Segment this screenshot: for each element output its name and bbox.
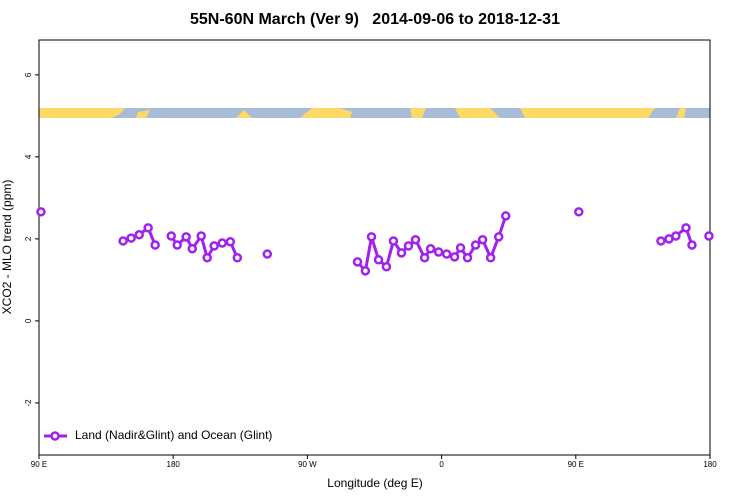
point [433, 247, 444, 257]
point [470, 240, 481, 250]
x-tick-label: 0 [439, 460, 444, 469]
point [396, 248, 407, 258]
plot-frame [38, 39, 711, 456]
point [373, 255, 384, 265]
chart-title: 55N-60N March (Ver 9) 2014-09-06 to 2018… [190, 11, 560, 28]
point [225, 237, 236, 247]
point [134, 230, 144, 240]
point [262, 249, 273, 259]
point [441, 249, 452, 259]
point [126, 233, 136, 243]
point [500, 211, 511, 221]
point [352, 257, 363, 267]
point [209, 241, 219, 251]
y-tick-label: 0 [24, 318, 33, 323]
point [202, 253, 212, 263]
point [381, 262, 392, 272]
point [687, 240, 697, 250]
point [150, 240, 160, 250]
point [449, 252, 460, 262]
y-tick-label: 4 [24, 154, 33, 159]
point [485, 253, 496, 263]
y-tick-label: 6 [24, 72, 33, 77]
point [574, 207, 584, 217]
point [493, 232, 504, 242]
point [217, 238, 228, 248]
x-tick-label: 180 [703, 460, 717, 469]
point [360, 266, 371, 276]
point [656, 236, 666, 246]
point [196, 231, 206, 241]
x-tick-label: 90 E [31, 460, 47, 469]
point [704, 231, 714, 241]
point [366, 232, 377, 242]
point [425, 243, 436, 254]
point [172, 240, 182, 250]
x-tick-label: 90 E [568, 460, 584, 469]
point [455, 243, 466, 253]
map-strip [39, 108, 710, 118]
point [403, 241, 414, 251]
y-tick-label: 2 [24, 236, 33, 241]
legend-label: Land (Nadir&Glint) and Ocean (Glint) [75, 428, 272, 442]
point [671, 231, 681, 241]
legend-marker [50, 431, 60, 441]
point [143, 223, 153, 233]
x-tick-label: 90 W [298, 460, 317, 469]
point [410, 234, 421, 245]
point [232, 253, 243, 263]
x-tick-label: 180 [167, 460, 181, 469]
point [419, 253, 430, 263]
point [388, 236, 399, 246]
point [36, 207, 46, 217]
point [477, 234, 488, 245]
point [181, 232, 191, 242]
y-tick-label: -2 [24, 399, 33, 407]
y-axis-label: XCO2 - MLO trend (ppm) [0, 180, 14, 315]
point [681, 223, 691, 233]
point [166, 231, 177, 241]
point [187, 243, 198, 254]
point [462, 253, 473, 263]
point [118, 236, 128, 246]
x-axis-label: Longitude (deg E) [327, 476, 422, 490]
